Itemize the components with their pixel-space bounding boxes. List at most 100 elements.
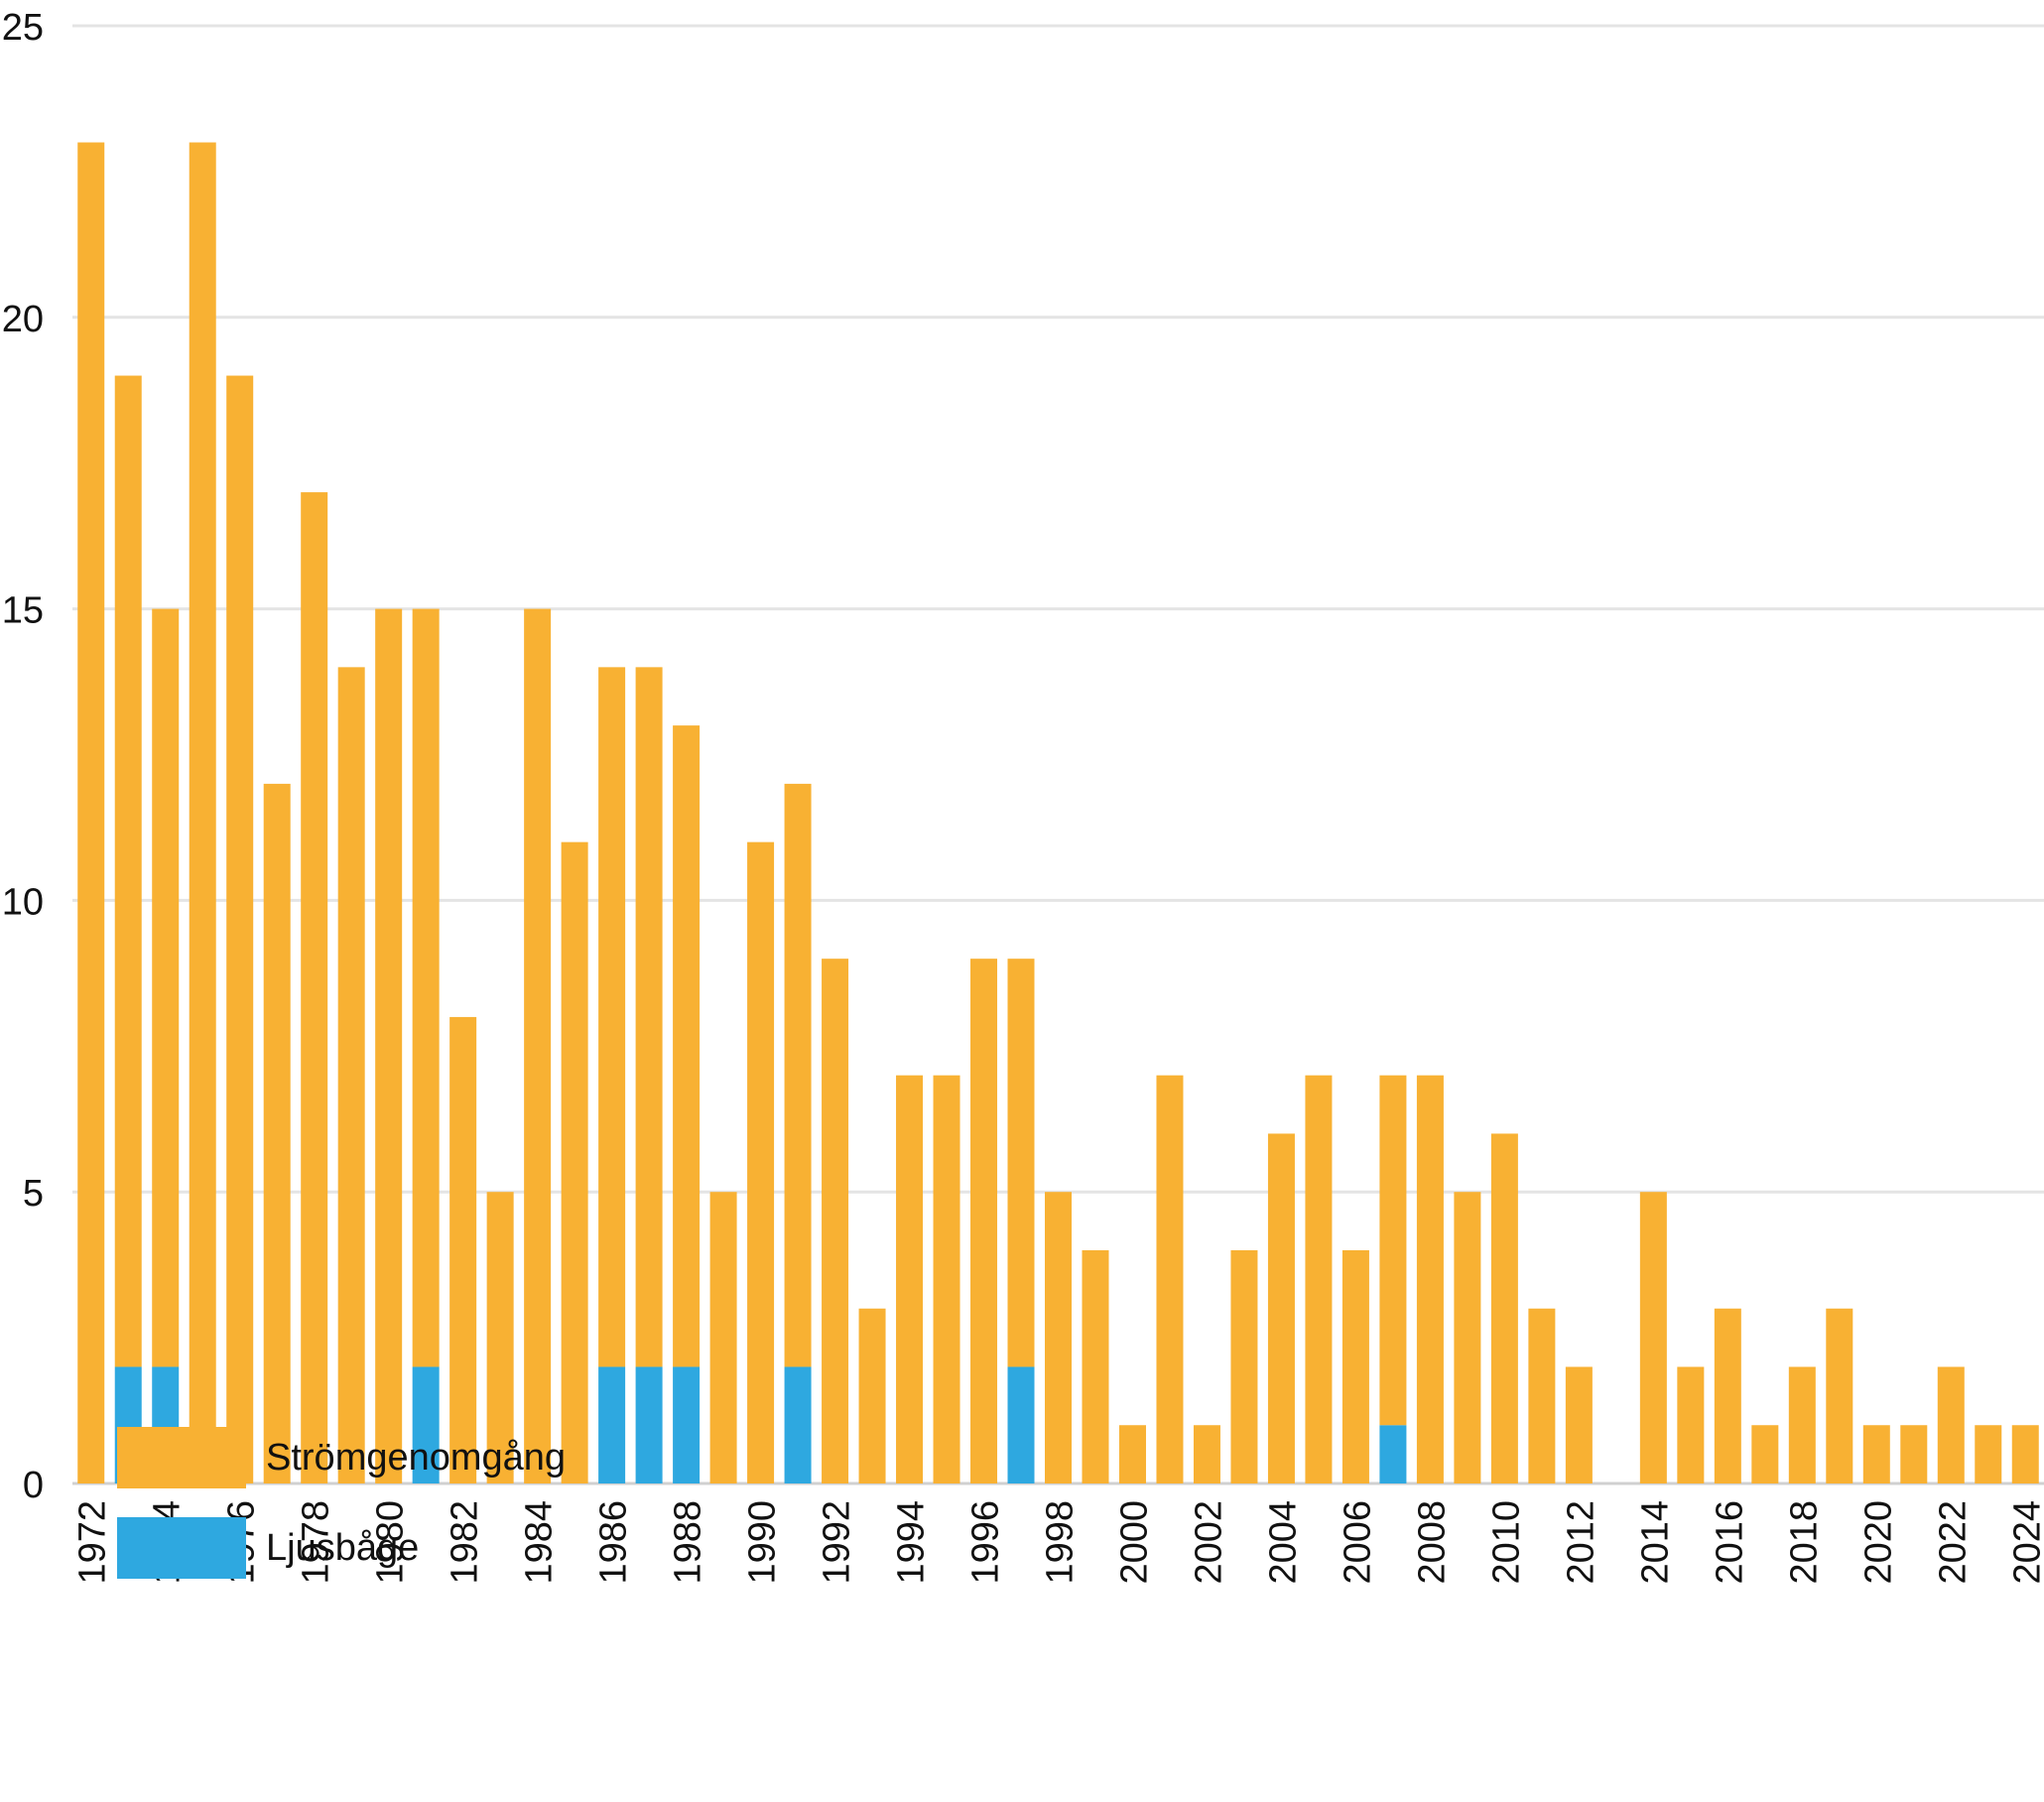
bar-str-mgenomg-ng-2015 [1677, 1366, 1705, 1483]
bar-str-mgenomg-ng-1986 [598, 667, 626, 1367]
bar-str-mgenomg-ng-2000 [1118, 1425, 1146, 1483]
legend-label-stromgenomgang: Strömgenomgång [266, 1437, 567, 1479]
y-tick-label-5: 5 [23, 1173, 44, 1215]
bar-str-mgenomg-ng-1994 [896, 1075, 924, 1483]
bar-str-mgenomg-ng-1999 [1082, 1249, 1109, 1483]
bar-str-mgenomg-ng-1987 [635, 667, 663, 1367]
x-tick-label-2014: 2014 [1634, 1500, 1676, 1585]
bar-ljusb-ge-1986 [598, 1366, 626, 1483]
bar-str-mgenomg-ng-2005 [1305, 1075, 1333, 1483]
bar-str-mgenomg-ng-2022 [1937, 1366, 1965, 1483]
bar-ljusb-ge-1981 [412, 1366, 440, 1483]
x-tick-label-2018: 2018 [1783, 1500, 1825, 1585]
x-tick-label-2010: 2010 [1485, 1500, 1527, 1585]
bar-str-mgenomg-ng-1988 [673, 725, 701, 1367]
bar-str-mgenomg-ng-1991 [784, 783, 812, 1367]
bar-str-mgenomg-ng-1996 [970, 959, 998, 1483]
bar-str-mgenomg-ng-1978 [301, 492, 328, 1484]
x-tick-label-1988: 1988 [668, 1500, 709, 1585]
bar-str-mgenomg-ng-2007 [1379, 1075, 1407, 1426]
x-tick-label-1998: 1998 [1040, 1500, 1082, 1585]
y-tick-label-25: 25 [2, 7, 44, 49]
bar-ljusb-ge-1987 [635, 1366, 663, 1483]
x-tick-label-2022: 2022 [1932, 1500, 1974, 1585]
bar-str-mgenomg-ng-2019 [1826, 1308, 1853, 1483]
bar-ljusb-ge-1988 [673, 1366, 701, 1483]
legend-swatch-stromgenomgang [117, 1427, 246, 1488]
legend: Strömgenomgång Ljusbåge [117, 1427, 712, 1608]
x-tick-label-2008: 2008 [1411, 1500, 1453, 1585]
bar-str-mgenomg-ng-1997 [1007, 959, 1035, 1367]
bar-str-mgenomg-ng-1984 [524, 608, 552, 1483]
legend-swatch-ljusbage [117, 1517, 246, 1579]
x-tick-label-1986: 1986 [593, 1500, 635, 1585]
bar-str-mgenomg-ng-2024 [2011, 1425, 2039, 1483]
bar-ljusb-ge-2007 [1379, 1425, 1407, 1483]
bar-str-mgenomg-ng-1990 [747, 841, 775, 1483]
bar-str-mgenomg-ng-1979 [337, 667, 365, 1483]
bar-str-mgenomg-ng-1989 [709, 1192, 737, 1483]
bar-str-mgenomg-ng-1980 [375, 608, 403, 1483]
bar-ljusb-ge-1997 [1007, 1366, 1035, 1483]
x-tick-label-1982: 1982 [445, 1500, 486, 1585]
bar-str-mgenomg-ng-1998 [1045, 1192, 1072, 1483]
x-tick-label-1990: 1990 [742, 1500, 784, 1585]
x-axis-ticks: 1972197419761978198019821984198619881990… [72, 1500, 2044, 1585]
x-tick-label-2000: 2000 [1113, 1500, 1155, 1585]
y-tick-label-0: 0 [23, 1465, 44, 1506]
bar-str-mgenomg-ng-1974 [152, 608, 180, 1367]
bar-str-mgenomg-ng-2020 [1862, 1425, 1890, 1483]
x-tick-label-1996: 1996 [965, 1500, 1007, 1585]
x-tick-label-2024: 2024 [2006, 1500, 2044, 1585]
x-tick-label-2002: 2002 [1188, 1500, 1229, 1585]
bar-str-mgenomg-ng-1973 [114, 375, 142, 1367]
x-tick-label-1992: 1992 [817, 1500, 858, 1585]
x-tick-label-1984: 1984 [519, 1500, 561, 1585]
y-tick-label-20: 20 [2, 299, 44, 340]
bar-str-mgenomg-ng-1995 [933, 1075, 960, 1483]
bar-str-mgenomg-ng-1983 [486, 1192, 514, 1483]
x-tick-label-1994: 1994 [891, 1500, 933, 1585]
x-tick-label-2006: 2006 [1337, 1500, 1378, 1585]
y-axis-ticks: 0 5 10 15 20 25 [2, 7, 44, 1506]
bar-str-mgenomg-ng-2008 [1416, 1075, 1444, 1483]
x-tick-label-2020: 2020 [1857, 1500, 1899, 1585]
x-tick-label-1972: 1972 [72, 1500, 114, 1585]
bar-str-mgenomg-ng-1972 [77, 142, 105, 1483]
x-tick-label-2012: 2012 [1560, 1500, 1601, 1585]
bar-str-mgenomg-ng-2014 [1639, 1192, 1667, 1483]
bar-str-mgenomg-ng-2018 [1788, 1366, 1816, 1483]
bar-str-mgenomg-ng-2017 [1751, 1425, 1779, 1483]
bar-str-mgenomg-ng-1975 [189, 142, 216, 1483]
legend-item-ljusbage: Ljusbåge [117, 1517, 712, 1579]
bar-str-mgenomg-ng-1982 [449, 1016, 477, 1483]
bar-str-mgenomg-ng-1981 [412, 608, 440, 1367]
bar-str-mgenomg-ng-1985 [561, 841, 588, 1483]
bar-str-mgenomg-ng-2011 [1528, 1308, 1556, 1483]
bar-str-mgenomg-ng-2009 [1454, 1192, 1481, 1483]
x-tick-label-2004: 2004 [1262, 1500, 1304, 1585]
bar-str-mgenomg-ng-2004 [1267, 1133, 1295, 1483]
bar-str-mgenomg-ng-1993 [858, 1308, 886, 1483]
legend-label-ljusbage: Ljusbåge [266, 1527, 420, 1569]
bar-str-mgenomg-ng-2006 [1341, 1249, 1369, 1483]
y-tick-label-15: 15 [2, 590, 44, 632]
x-tick-label-1980: 1980 [370, 1500, 412, 1585]
bar-str-mgenomg-ng-2010 [1490, 1133, 1518, 1483]
bar-str-mgenomg-ng-2003 [1230, 1249, 1258, 1483]
x-tick-label-1978: 1978 [296, 1500, 337, 1585]
bar-ljusb-ge-1991 [784, 1366, 812, 1483]
y-tick-label-10: 10 [2, 881, 44, 923]
bar-str-mgenomg-ng-2002 [1193, 1425, 1220, 1483]
bar-str-mgenomg-ng-1992 [822, 959, 849, 1483]
bar-str-mgenomg-ng-2012 [1565, 1366, 1593, 1483]
bar-str-mgenomg-ng-1976 [226, 375, 254, 1483]
bar-str-mgenomg-ng-2021 [1900, 1425, 1928, 1483]
bar-str-mgenomg-ng-2016 [1714, 1308, 1741, 1483]
legend-item-stromgenomgang: Strömgenomgång [117, 1427, 712, 1488]
bar-str-mgenomg-ng-2023 [1975, 1425, 2002, 1483]
bar-str-mgenomg-ng-1977 [263, 783, 291, 1483]
x-tick-label-2016: 2016 [1709, 1500, 1750, 1585]
